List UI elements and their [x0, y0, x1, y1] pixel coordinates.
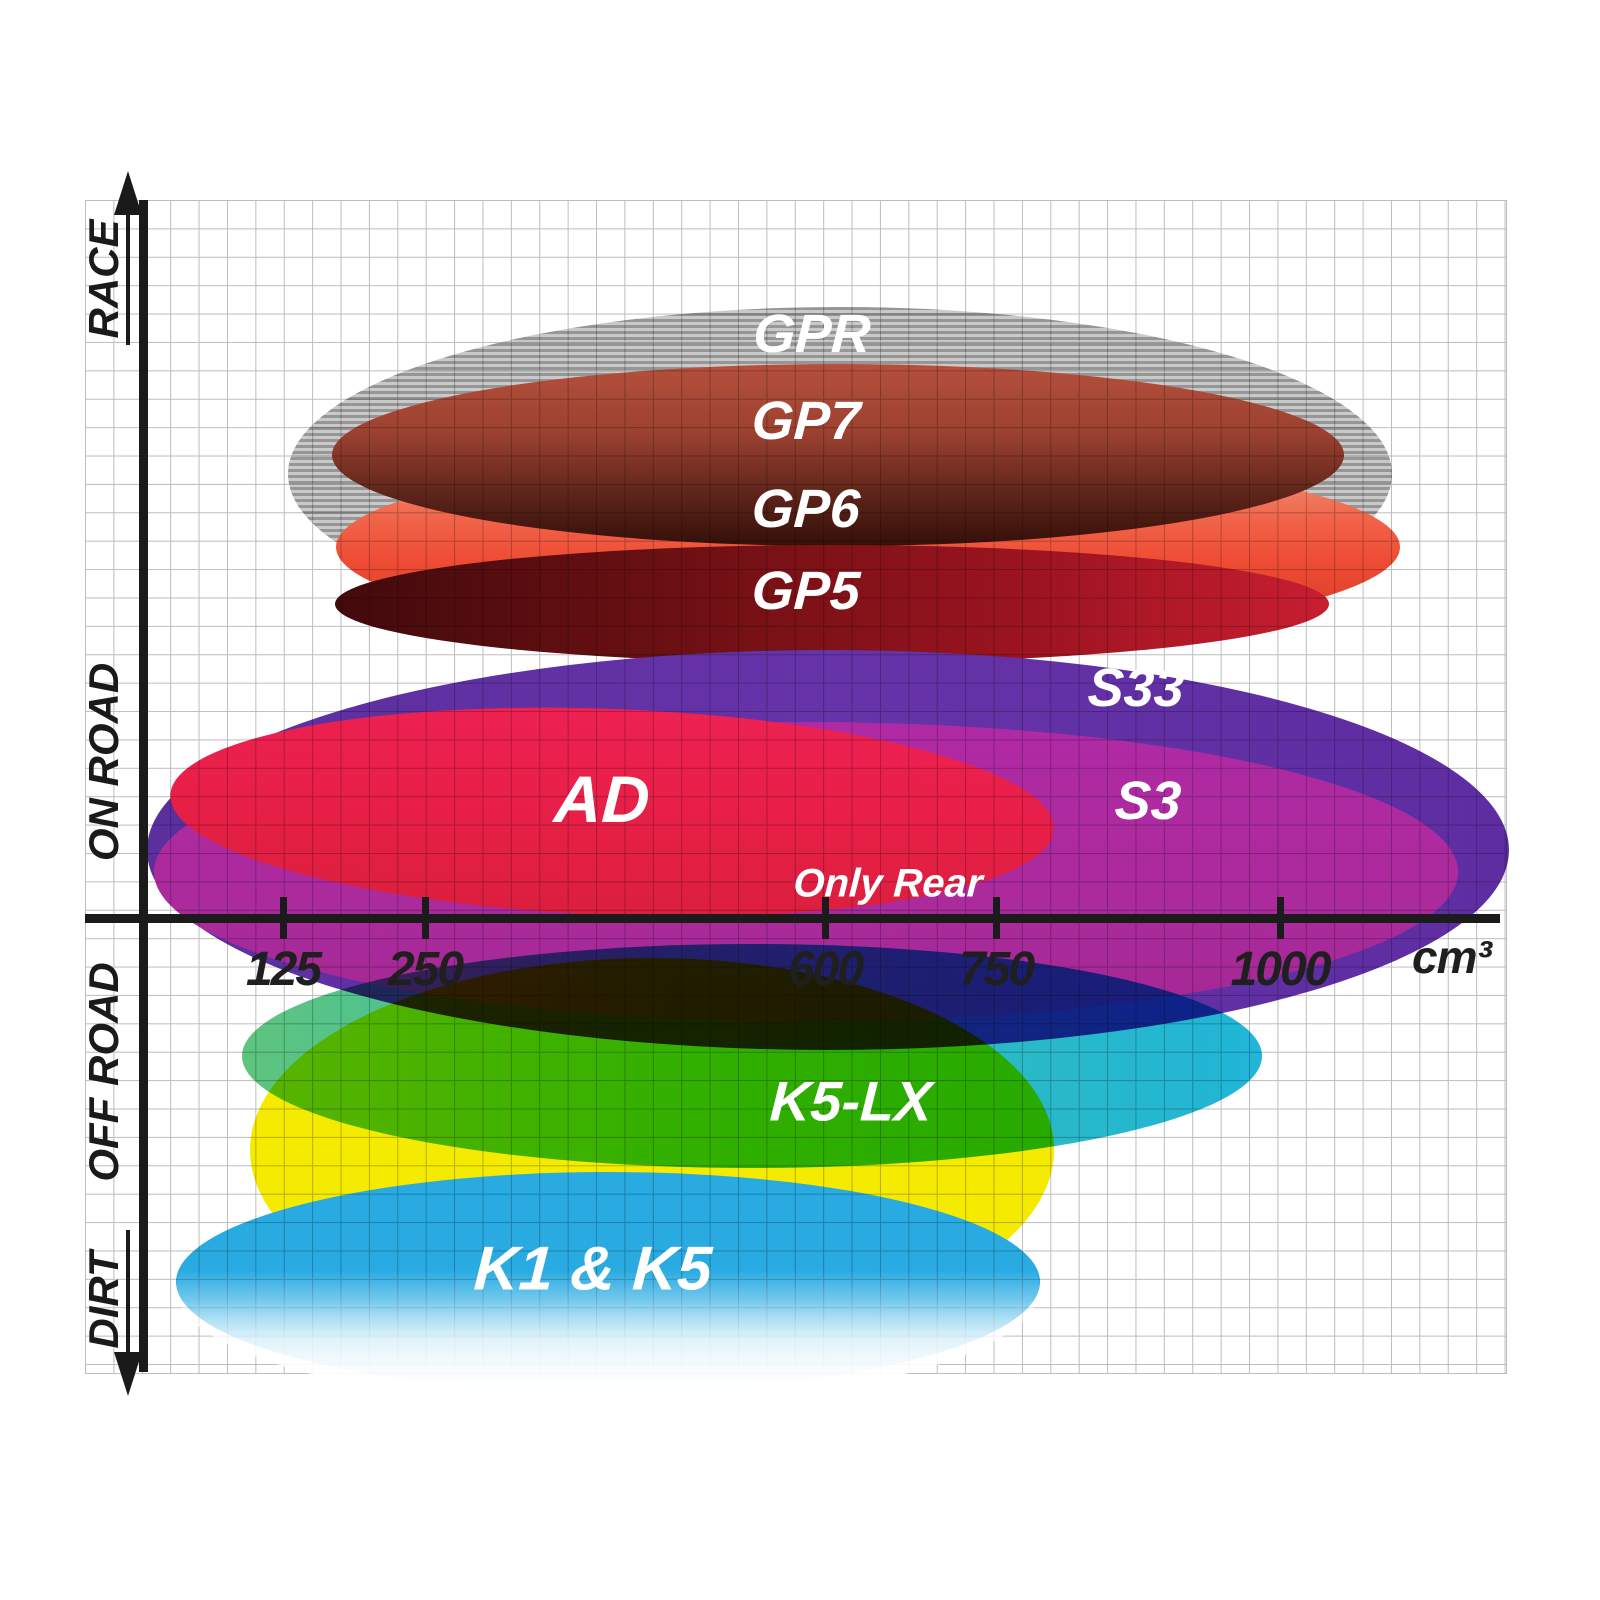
race-arrow-head-icon — [114, 171, 142, 215]
x-tick-750 — [993, 897, 1000, 939]
x-axis-unit-label: cm³ — [1412, 931, 1492, 983]
race-arrow-line — [126, 215, 130, 345]
x-tick-label-600: 600 — [787, 943, 864, 996]
k1k5-label: K1 & K5 — [472, 1234, 714, 1304]
x-tick-label-250: 250 — [387, 943, 464, 996]
zone-label-race: RACE — [80, 219, 127, 339]
gp6-label: GP6 — [750, 479, 862, 539]
x-axis-line — [85, 914, 1500, 923]
dirt-arrow-head-icon — [114, 1352, 142, 1396]
x-tick-label-750: 750 — [958, 943, 1035, 996]
x-tick-250 — [422, 897, 429, 939]
x-tick-1000 — [1277, 897, 1284, 939]
dirt-arrow-line — [126, 1230, 130, 1352]
y-axis-line — [139, 200, 148, 1372]
k5lx-label: K5-LX — [768, 1069, 934, 1133]
zone-label-on-road: ON ROAD — [80, 662, 127, 862]
gp5-label: GP5 — [750, 561, 862, 621]
ad-label: AD — [552, 762, 652, 836]
x-tick-label-125: 125 — [245, 943, 322, 996]
s3-label: S3 — [1113, 771, 1183, 831]
gp7-label: GP7 — [750, 391, 862, 451]
zone-label-dirt: DIRT — [80, 1251, 127, 1349]
x-tick-label-1000: 1000 — [1230, 943, 1332, 996]
zone-label-off-road: OFF ROAD — [80, 962, 127, 1182]
x-tick-125 — [280, 897, 287, 939]
only-rear-annotation: Only Rear — [792, 861, 984, 906]
s33-label: S33 — [1086, 658, 1186, 718]
gpr-label: GPR — [751, 304, 873, 364]
